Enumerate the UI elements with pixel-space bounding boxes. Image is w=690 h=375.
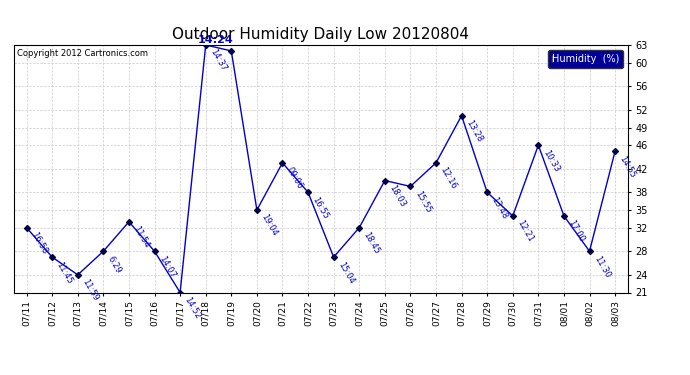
- Text: 14:07: 14:07: [157, 254, 177, 279]
- Text: Copyright 2012 Cartronics.com: Copyright 2012 Cartronics.com: [17, 49, 148, 58]
- Text: 11:45: 11:45: [55, 260, 75, 285]
- Text: 12:21: 12:21: [515, 219, 535, 244]
- Text: 14:55: 14:55: [618, 154, 638, 179]
- Text: 12:16: 12:16: [439, 166, 458, 191]
- Title: Outdoor Humidity Daily Low 20120804: Outdoor Humidity Daily Low 20120804: [172, 27, 469, 42]
- Text: 16:55: 16:55: [310, 195, 331, 220]
- Text: 11:30: 11:30: [592, 254, 612, 279]
- Text: 16:58: 16:58: [29, 231, 49, 256]
- Text: 14:37: 14:37: [208, 48, 228, 73]
- Text: 14:52: 14:52: [183, 296, 202, 321]
- Legend: Humidity  (%): Humidity (%): [548, 50, 623, 68]
- Text: 09:06: 09:06: [285, 166, 305, 191]
- Text: 18:45: 18:45: [362, 231, 382, 256]
- Text: 15:55: 15:55: [413, 189, 433, 214]
- Text: 11:59: 11:59: [80, 278, 100, 303]
- Text: 11:54: 11:54: [132, 225, 151, 250]
- Text: 15:04: 15:04: [336, 260, 356, 285]
- Text: 14:24: 14:24: [198, 35, 234, 45]
- Text: 18:03: 18:03: [387, 183, 407, 209]
- Text: 13:28: 13:28: [464, 118, 484, 144]
- Text: 10:33: 10:33: [541, 148, 561, 173]
- Text: 17:00: 17:00: [566, 219, 586, 244]
- Text: 6:29: 6:29: [106, 254, 123, 275]
- Text: 19:04: 19:04: [259, 213, 279, 238]
- Text: 13:48: 13:48: [490, 195, 509, 220]
